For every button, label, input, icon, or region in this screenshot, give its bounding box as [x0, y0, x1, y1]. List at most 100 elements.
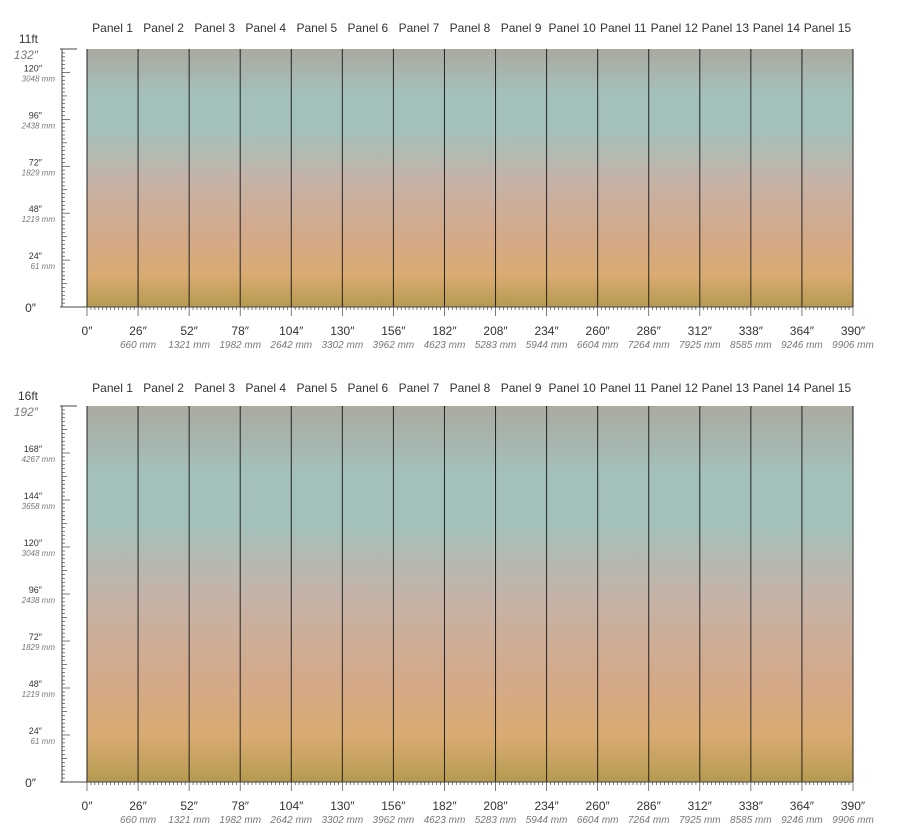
panel-label: Panel 7	[399, 381, 440, 395]
height-inch-label: 48″	[29, 204, 43, 214]
height-mm-label: 3658 mm	[22, 502, 56, 511]
width-mm-label: 3962 mm	[373, 340, 415, 351]
width-inch-label: 260″	[586, 799, 611, 813]
panel-label: Panel 8	[450, 21, 491, 35]
panel-label: Panel 2	[143, 21, 184, 35]
height-feet-label: 11ft	[19, 32, 39, 46]
height-mm-label: 3048 mm	[22, 74, 56, 83]
width-inch-label: 156″	[381, 799, 406, 813]
width-inch-label: 286″	[637, 324, 662, 338]
width-mm-label: 5944 mm	[526, 340, 568, 351]
width-inch-label: 364″	[790, 324, 815, 338]
wall-diagram-16ft-svg: Panel 1 Panel 2 Panel 3 Panel 4 Panel 5 Panel…	[14, 381, 874, 826]
width-mm-label: 3962 mm	[373, 815, 415, 826]
width-mm-label: 4623 mm	[424, 340, 466, 351]
width-inch-label: 104″	[279, 799, 304, 813]
width-inch-label: 78″	[231, 324, 249, 338]
panel-label: Panel 11	[600, 381, 647, 395]
width-mm-label: 7925 mm	[679, 340, 721, 351]
height-mm-label: 1219 mm	[22, 690, 56, 699]
panel-label: Panel 13	[702, 21, 750, 35]
width-mm-label: 5283 mm	[475, 340, 517, 351]
panel-label: Panel 7	[399, 21, 440, 35]
height-feet-label: 16ft	[18, 389, 39, 403]
width-inch-label: 260″	[586, 324, 611, 338]
width-mm-label: 2642 mm	[269, 815, 312, 826]
panel-label: Panel 9	[501, 381, 542, 395]
panel-label: Panel 10	[548, 381, 596, 395]
height-mm-label: 3048 mm	[22, 549, 56, 558]
panel-label: Panel 1	[92, 381, 133, 395]
height-inch-label: 168″	[24, 444, 43, 454]
width-mm-label: 1321 mm	[168, 815, 210, 826]
width-mm-label: 660 mm	[120, 815, 156, 826]
width-mm-label: 7925 mm	[679, 815, 721, 826]
height-inch-label: 72″	[29, 632, 43, 642]
width-mm-label: 1321 mm	[168, 340, 210, 351]
height-mm-label: 2438 mm	[21, 121, 56, 130]
width-mm-label: 5944 mm	[526, 815, 568, 826]
width-inch-label: 338″	[739, 799, 764, 813]
width-mm-label: 660 mm	[120, 340, 156, 351]
width-inch-label: 208″	[483, 324, 508, 338]
width-inch-label: 208″	[483, 799, 508, 813]
width-inch-label: 130″	[330, 799, 355, 813]
width-inch-label: 130″	[330, 324, 355, 338]
width-inch-label: 26″	[129, 324, 147, 338]
panel-label: Panel 12	[651, 21, 699, 35]
width-inch-label: 182″	[432, 799, 457, 813]
panel-label: Panel 5	[296, 21, 337, 35]
panel-label: Panel 15	[804, 21, 852, 35]
width-inch-label: 286″	[637, 799, 662, 813]
width-mm-label: 9246 mm	[781, 340, 823, 351]
width-mm-label: 1982 mm	[219, 815, 261, 826]
width-inch-label: 0″	[82, 799, 94, 813]
width-mm-label: 8585 mm	[730, 340, 772, 351]
width-mm-label: 2642 mm	[269, 340, 312, 351]
wall-diagram-16ft: Panel 1 Panel 2 Panel 3 Panel 4 Panel 5 Panel…	[0, 370, 900, 832]
height-mm-label: 1829 mm	[22, 168, 56, 177]
width-mm-label: 8585 mm	[730, 815, 772, 826]
height-inch-label: 24″	[29, 726, 43, 736]
panel-label: Panel 3	[194, 21, 235, 35]
width-inch-label: 338″	[739, 324, 764, 338]
panel-label: Panel 4	[245, 381, 286, 395]
height-mm-label: 2438 mm	[21, 596, 56, 605]
panel-label: Panel 15	[804, 381, 852, 395]
height-inch-label: 48″	[29, 679, 43, 689]
width-mm-label: 9906 mm	[832, 340, 874, 351]
panel-label: Panel 5	[296, 381, 337, 395]
width-mm-label: 9246 mm	[781, 815, 823, 826]
height-mm-label: 61 mm	[31, 262, 56, 271]
height-mm-label: 1219 mm	[22, 215, 56, 224]
height-inch-label: 96″	[29, 585, 43, 595]
height-inch-label: 120″	[24, 63, 43, 73]
panel-label: Panel 10	[548, 21, 596, 35]
height-zero-label: 0″	[25, 301, 37, 315]
width-mm-label: 4623 mm	[424, 815, 466, 826]
height-inch-label: 120″	[24, 538, 43, 548]
height-mm-label: 1829 mm	[22, 643, 56, 652]
height-zero-label: 0″	[25, 776, 37, 790]
panel-label: Panel 2	[143, 381, 184, 395]
height-inch-label: 96″	[29, 110, 43, 120]
panel-label: Panel 13	[702, 381, 750, 395]
wall-diagram-11ft: Panel 1 Panel 2 Panel 3 Panel 4 Panel 5 Panel…	[0, 0, 900, 360]
width-mm-label: 7264 mm	[628, 340, 670, 351]
wall-mural	[87, 49, 853, 307]
panel-label: Panel 3	[194, 381, 235, 395]
width-inch-label: 312″	[688, 799, 713, 813]
height-top-label: 192″	[14, 405, 39, 419]
width-mm-label: 5283 mm	[475, 815, 517, 826]
width-mm-label: 6604 mm	[577, 340, 619, 351]
panel-label: Panel 6	[348, 381, 389, 395]
width-mm-label: 3302 mm	[321, 815, 363, 826]
height-inch-label: 72″	[29, 157, 43, 167]
wall-diagram-11ft-svg: Panel 1 Panel 2 Panel 3 Panel 4 Panel 5 Panel…	[14, 21, 874, 351]
panel-label: Panel 8	[450, 381, 491, 395]
width-inch-label: 0″	[82, 324, 94, 338]
width-inch-label: 26″	[129, 799, 147, 813]
width-inch-label: 234″	[534, 799, 559, 813]
width-mm-label: 3302 mm	[321, 340, 363, 351]
height-inch-label: 144″	[24, 491, 43, 501]
